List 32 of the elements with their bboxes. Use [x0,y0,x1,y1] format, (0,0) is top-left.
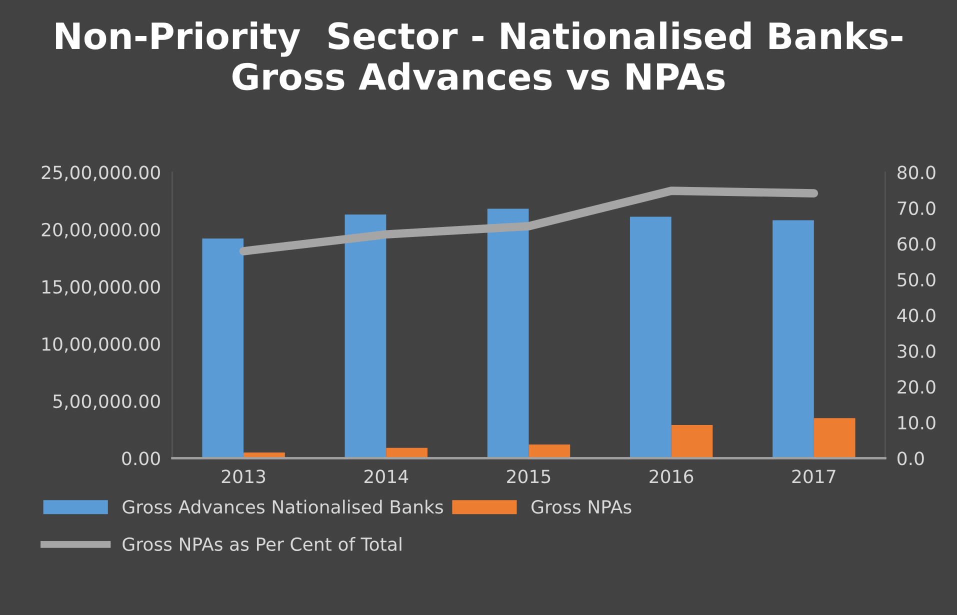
bar [671,425,713,458]
legend-label: Gross NPAs as Per Cent of Total [122,537,402,552]
y2-tick-label: 30.0 [898,344,936,358]
x-tick-label: 2014 [364,470,408,484]
y2-tick-label: 0.0 [898,452,924,466]
bar [202,238,244,458]
y2-tick-label: 20.0 [898,380,936,394]
bar [344,214,386,458]
x-tick-label: 2017 [792,470,836,484]
bar [772,220,814,458]
chart-title: Non-Priority Sector - Nationalised Banks- Gross Advances vs NPAs [56,22,902,90]
y2-tick-label: 50.0 [898,272,936,287]
y-tick-label: 10,00,000.00 [42,337,160,353]
y-tick-label: 5,00,000.00 [53,394,160,410]
bar [630,216,672,458]
y-tick-label: 25,00,000.00 [42,166,160,182]
y2-tick-label: 70.0 [898,201,936,216]
x-tick-label: 2015 [507,470,550,484]
x-tick-label: 2013 [222,470,266,484]
legend-label: Gross Advances Nationalised Banks [122,500,443,514]
bar [528,444,570,458]
bar [487,208,529,458]
bar [814,418,856,458]
y-tick-label: 0.00 [122,452,160,466]
y-tick-label: 20,00,000.00 [42,222,160,238]
y2-tick-label: 40.0 [897,308,936,322]
y2-tick-label: 80.0 [898,166,936,180]
x-tick-label: 2016 [650,470,694,484]
y2-tick-label: 60.0 [898,237,936,251]
y2-tick-label: 10.0 [898,416,936,430]
y-tick-label: 15,00,000.00 [42,280,160,296]
legend-label: Gross NPAs [532,500,632,514]
